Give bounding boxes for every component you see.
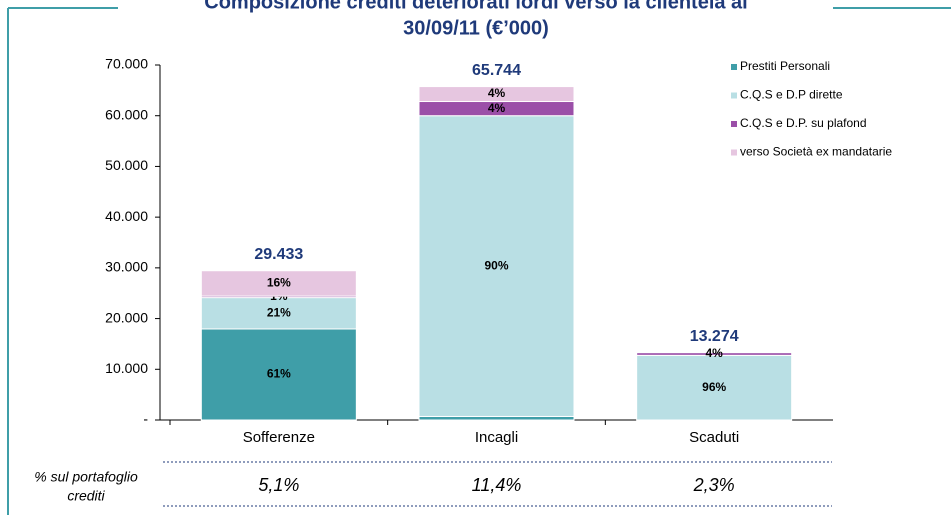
total-label: 13.274 — [690, 328, 739, 345]
legend-swatch — [731, 92, 737, 99]
chart-title: 30/09/11 (€’000) — [403, 17, 549, 39]
legend-label: verso Società ex mandatarie — [740, 145, 892, 159]
y-tick-label: 70.000 — [105, 56, 148, 72]
segment-label: 21% — [267, 305, 291, 319]
y-tick-label: 40.000 — [105, 208, 148, 224]
segment-label: 4% — [488, 86, 506, 100]
bar-segment — [200, 328, 357, 421]
bar-segment — [418, 415, 575, 421]
segment-label: 96% — [702, 380, 726, 394]
bar-segment — [200, 297, 357, 330]
legend-swatch — [731, 121, 737, 127]
bar-segment — [200, 270, 357, 297]
total-label: 65.744 — [472, 62, 521, 79]
legend-label: C.Q.S e D.P. su plafond — [740, 116, 867, 130]
bar-segment — [418, 86, 575, 103]
total-label: 29.433 — [254, 246, 303, 263]
y-tick-label: 50.000 — [105, 157, 148, 173]
legend-swatch — [731, 149, 737, 156]
y-tick-label: 60.000 — [105, 106, 148, 122]
bar-segment — [418, 115, 575, 417]
footer-value: 2,3% — [693, 475, 735, 495]
legend-label: Prestiti Personali — [740, 59, 830, 73]
legend-label: C.Q.S e D.P dirette — [740, 88, 843, 102]
bar-segment — [636, 354, 793, 421]
chart-title: Composizione crediti deteriorati lordi v… — [204, 0, 748, 13]
footer-value: 11,4% — [472, 475, 522, 495]
x-tick-label: Sofferenze — [243, 429, 315, 446]
footer-label: % sul portafoglio — [34, 469, 138, 485]
segment-label: 61% — [267, 367, 291, 381]
y-tick-label: 20.000 — [105, 309, 148, 325]
footer-label: crediti — [67, 488, 105, 504]
y-tick-label: 10.000 — [105, 360, 148, 376]
segment-label: 90% — [484, 258, 508, 272]
segment-label: 4% — [705, 346, 723, 360]
legend-swatch — [731, 64, 737, 70]
x-tick-label: Incagli — [475, 429, 518, 446]
bar-segment — [636, 352, 793, 356]
y-tick-label: - — [143, 411, 148, 427]
footer-value: 5,1% — [258, 475, 299, 495]
y-tick-label: 30.000 — [105, 259, 148, 275]
x-tick-label: Scaduti — [689, 429, 739, 446]
segment-label: 16% — [267, 276, 291, 290]
segment-label: 4% — [488, 101, 506, 115]
